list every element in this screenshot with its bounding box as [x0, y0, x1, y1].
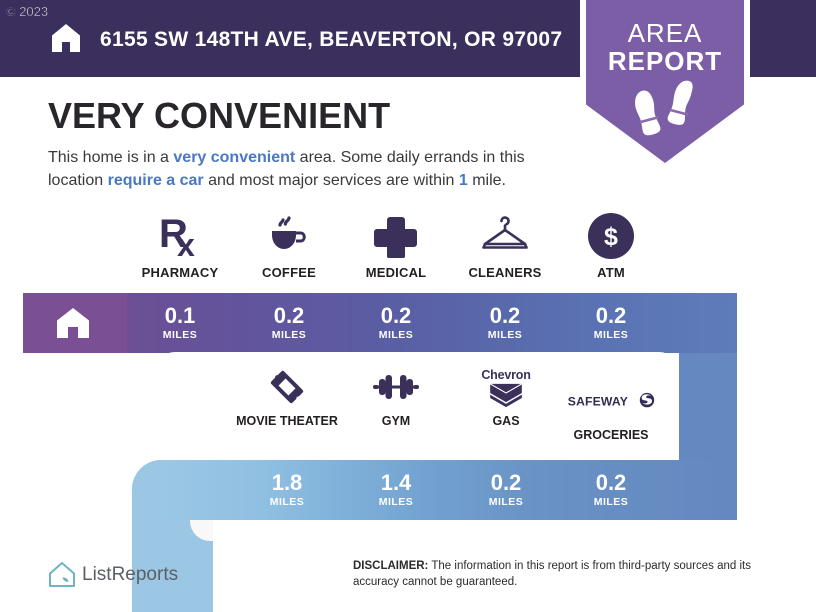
svg-text:$: $ — [604, 223, 618, 251]
svg-text:SAFEWAY: SAFEWAY — [568, 395, 628, 409]
svg-text:x: x — [177, 227, 195, 259]
